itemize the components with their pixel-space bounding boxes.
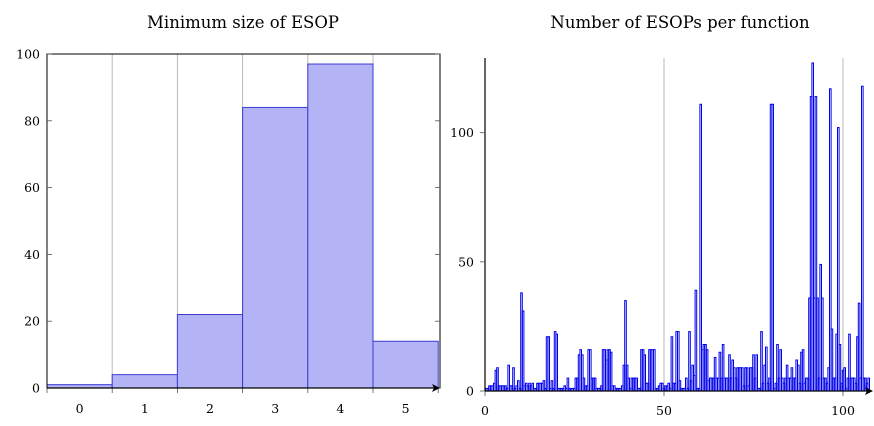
chart-right-bar — [512, 367, 515, 392]
chart-left-x-tick-label: 4 — [336, 401, 344, 416]
chart-left-bar-3 — [242, 106, 309, 389]
chart-left-bar-5 — [372, 340, 439, 389]
chart-left-x-tick-label: 5 — [402, 401, 410, 416]
chart-left-y-tick-label: 80 — [24, 113, 40, 128]
chart-left-x-tick-label: 2 — [206, 401, 214, 416]
chart-left-bar-2 — [176, 314, 244, 389]
chart-left-axis-arrow — [432, 384, 440, 392]
chart-right-gridlines — [663, 58, 844, 391]
chart-right-bars — [485, 62, 871, 392]
chart-left-bar-4 — [307, 63, 374, 389]
chart-left-x-tick-label: 1 — [141, 401, 149, 416]
chart-left-ticks: 0 1 2 3 4 5 0 20 40 60 80 100 — [16, 47, 440, 416]
chart-right-bar — [843, 367, 847, 392]
chart-left-y-tick-label: 0 — [32, 381, 40, 396]
chart-left-y-tick-label: 100 — [16, 47, 40, 62]
chart-left-y-tick-label: 20 — [24, 314, 40, 329]
chart-right-title: Number of ESOPs per function — [550, 13, 810, 32]
chart-right-bar — [760, 331, 763, 392]
chart-left-y-tick-label: 60 — [24, 180, 40, 195]
chart-right-bar — [555, 333, 559, 392]
chart-left-bars — [46, 63, 439, 389]
chart-left-y-tick-label: 40 — [24, 247, 40, 262]
chart-right-bar — [861, 85, 864, 392]
chart-right-bar — [653, 349, 656, 392]
chart-right-bar — [547, 336, 551, 392]
chart-right-bar — [755, 354, 759, 392]
chart-right-bar — [521, 310, 525, 392]
chart-right-y-tick-label: 100 — [450, 125, 474, 140]
chart-right-bar — [816, 297, 819, 392]
chart-right-axis-arrow — [865, 387, 873, 395]
chart-right-bar — [609, 351, 613, 392]
chart-right-x-tick-label: 0 — [481, 403, 489, 418]
chart-right-ticks: 050100150050100 — [450, 125, 855, 418]
chart-right-bar — [699, 103, 703, 392]
chart-left-x-tick-label: 3 — [271, 401, 279, 416]
chart-left-bar-1 — [111, 374, 178, 389]
chart-left: Minimum size of ESOP 0 1 2 3 4 5 0 20 40 60 80 100 — [16, 13, 441, 416]
chart-left-x-tick-label: 0 — [76, 401, 84, 416]
chart-right-bar — [694, 289, 698, 392]
chart-right-bar — [771, 103, 775, 392]
chart-right-y-tick-label: 0 — [466, 384, 474, 399]
chart-right-x-tick-label: 100 — [831, 403, 855, 418]
chart-right-x-tick-label: 50 — [656, 403, 672, 418]
chart-right-bar — [821, 297, 824, 392]
chart-left-title: Minimum size of ESOP — [147, 13, 339, 32]
chart-right: Number of ESOPs per function 05010015005… — [450, 13, 873, 418]
chart-right-y-tick-label: 50 — [458, 254, 474, 269]
